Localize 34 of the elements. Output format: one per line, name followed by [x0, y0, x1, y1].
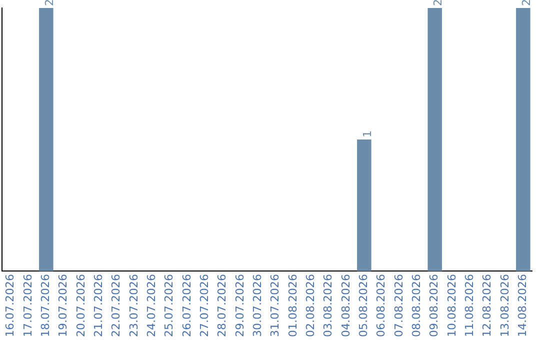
x-tick-label: 27.07.2026 — [198, 274, 212, 338]
x-tick-label: 02.08.2026 — [304, 274, 318, 338]
x-tick-label: 05.08.2026 — [357, 274, 370, 338]
x-tick-label: 26.07.2026 — [180, 274, 194, 338]
x-tick-label: 23.07.2026 — [127, 274, 140, 338]
x-tick-label: 01.08.2026 — [286, 274, 300, 338]
x-tick-label: 17.07.2026 — [21, 274, 34, 338]
x-tick-label: 28.07.2026 — [216, 274, 229, 338]
x-tick-label: 18.07.2026 — [39, 274, 52, 338]
x-tick-label: 24.07.2026 — [145, 274, 158, 338]
data-label: 2 — [520, 0, 534, 6]
x-tick-label: 12.08.2026 — [480, 274, 494, 338]
x-tick-label: 29.07.2026 — [233, 274, 246, 338]
x-tick-label: 19.07.2026 — [56, 274, 70, 338]
x-tick-label: 09.08.2026 — [428, 274, 441, 338]
x-tick-label: 30.07.2026 — [251, 274, 264, 338]
x-tick-label: 07.08.2026 — [392, 274, 406, 338]
data-label: 1 — [361, 130, 374, 138]
x-tick-label: 22.07.2026 — [110, 274, 123, 338]
data-label: 2 — [432, 0, 445, 6]
x-tick-label: 04.08.2026 — [339, 274, 352, 338]
x-tick-label: 31.07.2026 — [268, 274, 282, 338]
x-tick-label: 06.08.2026 — [374, 274, 388, 338]
x-tick-label: 03.08.2026 — [322, 274, 335, 338]
x-tick-label: 20.07.2026 — [74, 274, 88, 338]
x-tick-label: 21.07.2026 — [92, 274, 106, 338]
x-tick-label: 10.08.2026 — [445, 274, 458, 338]
x-tick-label: 08.08.2026 — [410, 274, 424, 338]
x-tick-label: 14.08.2026 — [516, 274, 530, 338]
data-label: 2 — [43, 0, 56, 6]
x-tick-label: 16.07.2026 — [4, 274, 17, 338]
x-tick-label: 11.08.2026 — [463, 274, 476, 338]
x-tick-label: 25.07.2026 — [162, 274, 176, 338]
x-tick-label: 13.08.2026 — [498, 274, 512, 338]
